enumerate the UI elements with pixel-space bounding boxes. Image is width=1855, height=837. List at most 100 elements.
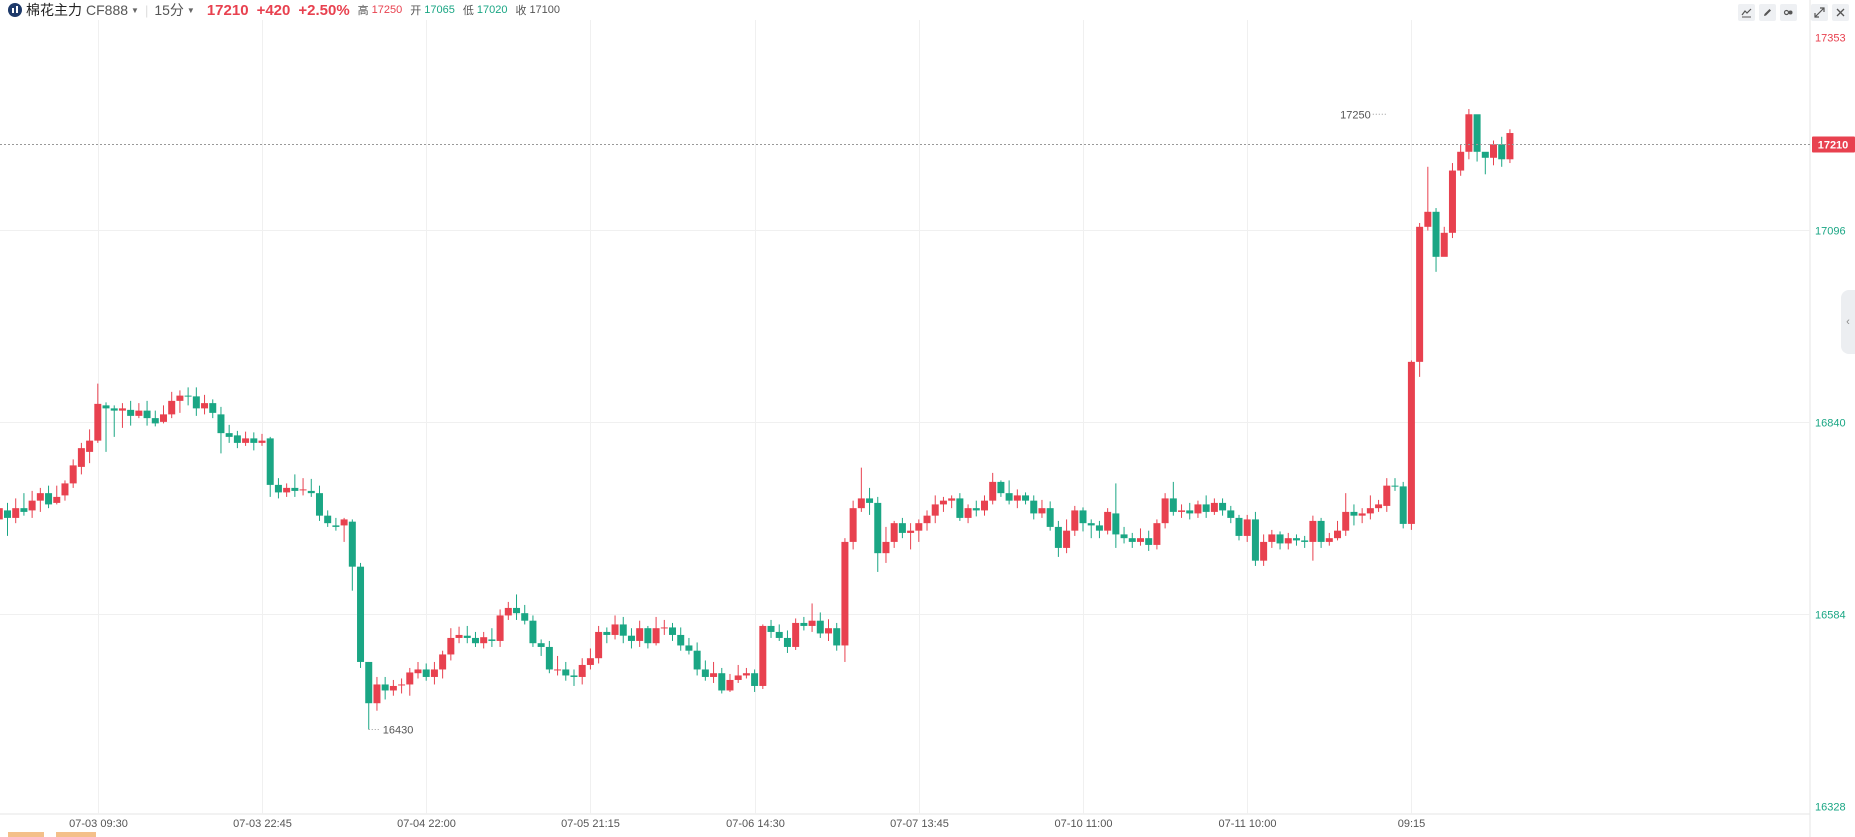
toolbar-spacer [1801, 4, 1807, 21]
candle-body [874, 502, 882, 554]
candle-body [61, 483, 69, 496]
candle-body [1169, 498, 1177, 512]
candle-body [1120, 534, 1128, 539]
max-price-label: 17250 [1340, 109, 1371, 121]
candle-body [866, 498, 874, 503]
candle-body [1178, 510, 1186, 512]
candle-body [1334, 530, 1342, 539]
candle-body [1399, 486, 1407, 524]
y-tick-label: 16840 [1815, 418, 1846, 430]
candle-body [430, 669, 438, 677]
candle-body [783, 637, 791, 647]
candle-body [28, 500, 36, 511]
candle-body [1391, 485, 1399, 487]
candle-body [1219, 502, 1227, 511]
candle-body [545, 646, 553, 670]
bottom-tab-marker[interactable] [56, 832, 96, 837]
candle-body [242, 438, 250, 443]
price-change: +420 [256, 1, 291, 19]
candle-body [1432, 211, 1440, 257]
candle-body [1046, 508, 1054, 527]
collapse-left-icon[interactable]: ‹ [1841, 290, 1855, 354]
candle-body [586, 658, 594, 665]
candle-body [554, 669, 562, 671]
candle-body [176, 395, 184, 401]
candle-body [907, 530, 915, 533]
pencil-icon[interactable] [1759, 4, 1776, 21]
candle-body [20, 508, 28, 512]
period-dropdown-icon[interactable]: ▼ [186, 5, 195, 15]
candle-body [1104, 511, 1112, 531]
candle-body [398, 684, 406, 686]
candle-body [1358, 513, 1366, 516]
candle-body [332, 525, 340, 527]
symbol-name[interactable]: 棉花主力 [26, 2, 82, 18]
candle-body [964, 508, 972, 518]
candle-body [882, 541, 890, 554]
candle-body [980, 500, 988, 511]
candle-body [381, 684, 389, 691]
candle-body [857, 498, 865, 509]
candle-body [1153, 523, 1161, 545]
time-axis: 07-03 09:30 07-03 22:45 07-04 22:00 07-05 2… [69, 818, 1425, 830]
candle-body [168, 400, 176, 415]
candle-body [1383, 485, 1391, 506]
candle-body [192, 396, 200, 409]
symbol-code[interactable]: CF888 [86, 2, 129, 18]
candle-body [471, 637, 479, 644]
candle-body [389, 685, 397, 691]
candle-body [143, 410, 151, 419]
high-value: 17250 [371, 4, 403, 16]
candle-body [1210, 502, 1218, 512]
candle-body [1243, 519, 1251, 536]
last-price: 17210 [206, 1, 249, 19]
candle-body [562, 669, 570, 676]
candle-body [1161, 498, 1169, 524]
candle-body [767, 625, 775, 632]
symbol-dropdown-icon[interactable]: ▼ [131, 5, 139, 15]
candle-body [989, 481, 997, 501]
candle-body [898, 523, 906, 533]
candle-body [825, 628, 832, 634]
candle-body [808, 620, 816, 626]
line-chart-icon[interactable] [1738, 4, 1755, 21]
indicator-icon[interactable] [1780, 4, 1797, 21]
candle-body [1309, 520, 1317, 542]
candle-body [45, 493, 53, 505]
x-tick-label: 09:15 [1398, 818, 1426, 830]
open-value: 17065 [424, 4, 455, 16]
candle-body [233, 435, 241, 443]
candle-body [710, 673, 718, 677]
candle-body [1186, 510, 1194, 514]
candle-body [1416, 226, 1424, 362]
close-icon[interactable] [1832, 4, 1849, 21]
open-label: 开 [410, 5, 422, 17]
candle-body [1079, 510, 1087, 524]
candle-body [636, 628, 644, 641]
candle-body [1260, 541, 1268, 561]
candle-body [644, 628, 652, 644]
bottom-tab-marker[interactable] [8, 832, 44, 837]
candle-body [299, 489, 307, 491]
candle-body [800, 622, 808, 626]
candle-body [1194, 504, 1202, 514]
candle-body [480, 637, 488, 644]
candle-body [127, 409, 135, 416]
period-selector[interactable]: 15分 [154, 2, 184, 18]
candle-body [718, 673, 726, 691]
x-tick-label: 07-10 11:00 [1055, 818, 1113, 830]
last-price-tag [1812, 136, 1855, 153]
x-tick-label: 07-05 21:15 [561, 818, 620, 830]
low-label: 低 [462, 5, 474, 17]
candle-body [324, 515, 332, 524]
candle-body [619, 624, 627, 636]
expand-icon[interactable] [1811, 4, 1828, 21]
candle-body [726, 679, 734, 691]
candle-body [513, 607, 521, 614]
candle-body [1268, 534, 1276, 542]
candle-body [455, 634, 463, 638]
candle-body [365, 661, 373, 704]
x-tick-label: 07-03 09:30 [69, 818, 128, 830]
candle-body [1465, 114, 1473, 152]
